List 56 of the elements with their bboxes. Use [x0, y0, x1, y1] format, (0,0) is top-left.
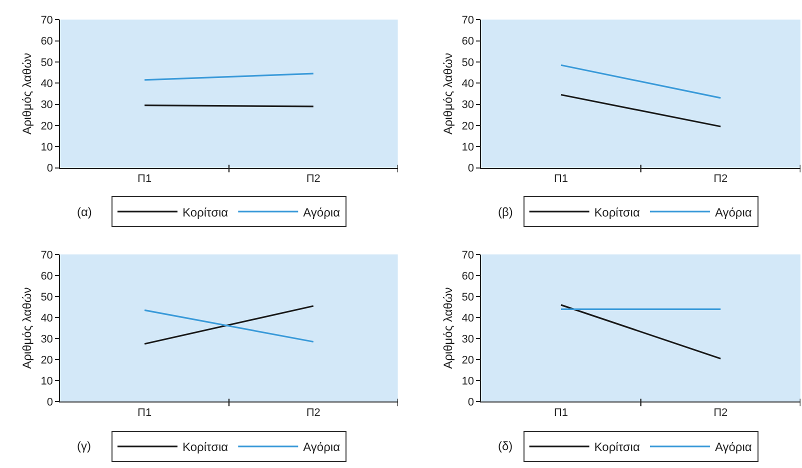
y-tick-label: 70 — [462, 14, 474, 26]
y-tick-label: 60 — [40, 36, 53, 48]
y-tick-label: 30 — [462, 333, 474, 346]
x-tick-label: Π1 — [138, 172, 152, 185]
y-tick-label: 30 — [40, 333, 53, 346]
legend-label: Κορίτσια — [182, 440, 228, 454]
y-tick-label: 10 — [40, 376, 53, 388]
y-tick-label: 40 — [462, 78, 474, 90]
x-tick-label: Π2 — [714, 172, 728, 185]
y-axis-title: Αριθμός λαθών — [441, 52, 456, 135]
y-tick-label: 10 — [40, 141, 53, 154]
y-tick-label: 0 — [468, 396, 474, 409]
y-tick-label: 60 — [462, 270, 474, 282]
x-tick-label: Π1 — [138, 406, 152, 419]
y-tick-label: 10 — [462, 376, 474, 388]
text: (γ) — [77, 439, 91, 453]
y-tick-label: 70 — [462, 249, 474, 262]
y-tick-label: 0 — [46, 396, 53, 409]
legend-label: Κορίτσια — [594, 440, 640, 454]
y-tick-label: 70 — [40, 249, 53, 262]
y-tick-label: 0 — [468, 162, 474, 175]
y-tick-label: 20 — [40, 120, 53, 132]
text: (δ) — [498, 439, 513, 453]
y-tick-label: 40 — [40, 78, 53, 90]
y-tick-label: 30 — [40, 99, 53, 112]
y-tick-label: 20 — [462, 354, 474, 366]
x-tick-label: Π2 — [306, 172, 320, 185]
y-tick-label: 0 — [46, 162, 53, 175]
y-tick-label: 40 — [462, 312, 474, 324]
legend-label: Αγόρια — [714, 440, 752, 454]
legend-label: Αγόρια — [303, 205, 340, 220]
y-axis-title: Αριθμός λαθών — [441, 287, 456, 369]
text: (β) — [498, 205, 513, 219]
y-tick-label: 20 — [462, 120, 474, 132]
y-axis-title: Αριθμός λαθών — [20, 52, 34, 135]
y-tick-label: 70 — [40, 14, 53, 26]
x-tick-label: Π2 — [714, 406, 728, 419]
y-tick-label: 20 — [40, 354, 53, 366]
text: (α) — [77, 205, 92, 219]
x-tick-label: Π2 — [306, 406, 320, 419]
y-tick-label: 50 — [462, 291, 474, 304]
legend-label: Αγόρια — [714, 205, 752, 220]
legend-label: Αγόρια — [303, 440, 340, 454]
legend-label: Κορίτσια — [594, 205, 640, 220]
y-tick-label: 40 — [40, 312, 53, 324]
y-tick-label: 10 — [462, 141, 474, 154]
y-tick-label: 30 — [462, 99, 474, 112]
y-tick-label: 60 — [462, 36, 474, 48]
y-axis-title: Αριθμός λαθών — [20, 287, 34, 369]
y-tick-label: 50 — [40, 291, 53, 304]
x-tick-label: Π1 — [554, 172, 568, 185]
y-tick-label: 60 — [40, 270, 53, 282]
y-tick-label: 50 — [40, 56, 53, 69]
legend-label: Κορίτσια — [182, 205, 228, 220]
y-tick-label: 50 — [462, 56, 474, 69]
x-tick-label: Π1 — [554, 406, 568, 419]
